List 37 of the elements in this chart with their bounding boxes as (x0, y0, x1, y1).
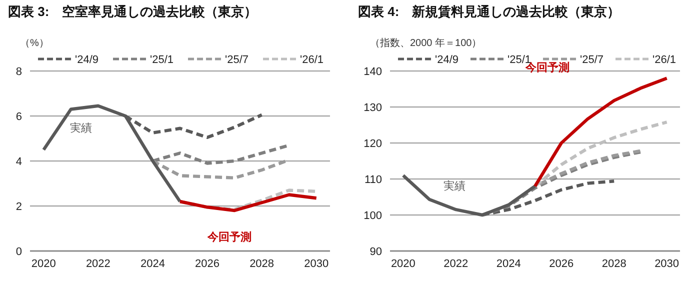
series-label: 実績 (444, 180, 466, 193)
x-tick-label: 2030 (304, 258, 329, 270)
y-tick-label: 0 (16, 246, 22, 258)
legend-label: '24/9 (75, 54, 99, 66)
y-tick-label: 2 (16, 201, 22, 213)
x-tick-label: 2022 (86, 258, 110, 270)
y-tick-label: 110 (364, 174, 382, 186)
y-axis-title: （%） (20, 38, 49, 49)
chart-title: 図表 4: 新規賃料見通しの過去比較（東京） (358, 4, 620, 19)
x-tick-label: 2030 (654, 258, 680, 270)
legend-label: '25/1 (150, 54, 174, 66)
y-tick-label: 8 (16, 66, 22, 78)
x-tick-label: 2028 (602, 258, 626, 270)
text: 今回予測 (206, 230, 252, 244)
x-tick-label: 2020 (31, 258, 56, 270)
legend-label: '25/7 (580, 54, 604, 66)
series-label: 実績 (70, 121, 92, 134)
y-tick-label: 4 (16, 156, 22, 168)
x-tick-label: 2020 (390, 258, 416, 270)
chart-title: 図表 3: 空室率見通しの過去比較（東京） (8, 4, 258, 19)
y-tick-label: 140 (364, 66, 382, 78)
legend-label: '26/1 (652, 54, 676, 66)
x-tick-label: 2026 (195, 258, 220, 270)
legend-label: '25/7 (225, 54, 249, 66)
y-axis-title: （指数、2000 年＝100） (370, 37, 482, 49)
y-tick-label: 130 (364, 102, 382, 114)
x-tick-label: 2024 (140, 258, 165, 270)
x-tick-label: 2022 (444, 258, 468, 270)
y-tick-label: 100 (364, 210, 382, 222)
y-tick-label: 90 (370, 246, 382, 258)
legend-label: '24/9 (435, 54, 459, 66)
x-tick-label: 2026 (549, 258, 574, 270)
y-tick-label: 120 (364, 138, 382, 150)
y-tick-label: 6 (16, 111, 22, 123)
legend-label: '26/1 (300, 54, 324, 66)
x-tick-label: 2028 (250, 258, 274, 270)
x-tick-label: 2024 (496, 258, 521, 270)
